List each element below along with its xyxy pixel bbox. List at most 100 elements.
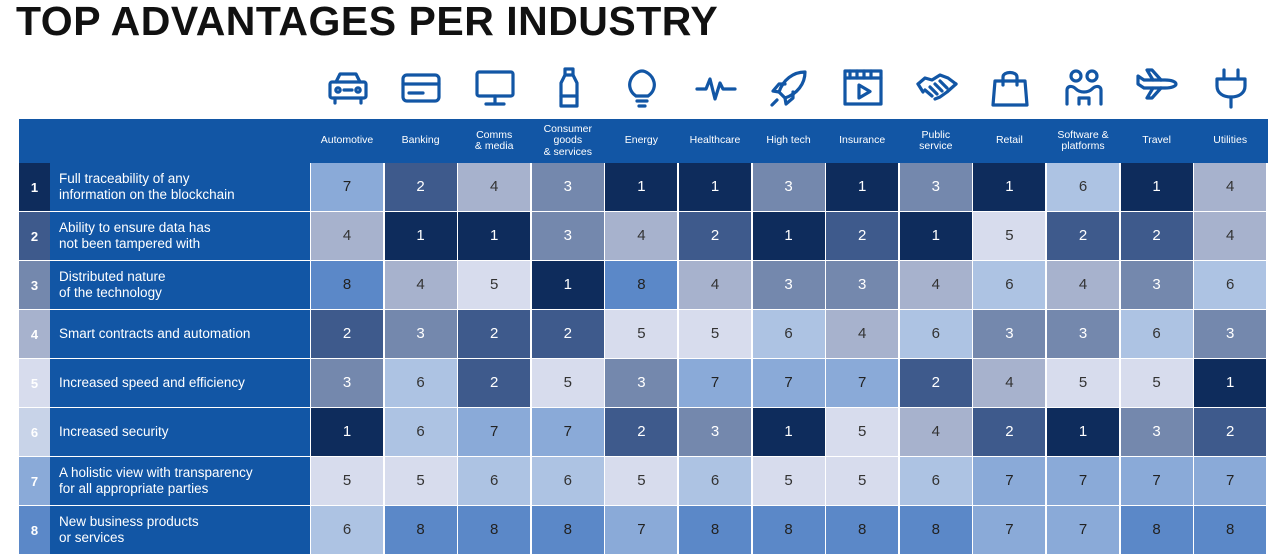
heatmap-cell: 3 (1120, 261, 1193, 309)
heatmap-cell: 4 (826, 310, 899, 358)
heatmap-cell: 3 (899, 163, 972, 211)
heatmap-cell: 1 (1047, 408, 1119, 456)
heatmap-cell: 3 (973, 310, 1046, 358)
heatmap-cell: 2 (679, 212, 751, 260)
heatmap-cell: 1 (458, 212, 531, 260)
heatmap-cell: 2 (1194, 408, 1267, 456)
row-rank-4: 4 (19, 310, 50, 358)
rocket-icon (770, 70, 807, 107)
heatmap-cell: 6 (531, 457, 604, 505)
heatmap-cell: 1 (826, 163, 899, 211)
heatmap-cell: 7 (458, 408, 531, 456)
column-header-12: Utilities (1213, 134, 1248, 147)
heatmap-cell: 3 (1194, 310, 1267, 358)
heatmap-cell: 4 (458, 163, 531, 211)
column-header-0: Automotive (320, 134, 374, 147)
heatmap-cell: 2 (1047, 212, 1119, 260)
heatmap-cell: 5 (1120, 359, 1193, 407)
heatmap-cell: 7 (531, 408, 604, 456)
row-label: Smart contracts and automation (50, 310, 310, 358)
lightbulb-icon (628, 69, 657, 108)
heatmap-cell: 2 (899, 359, 972, 407)
heatmap-cell: 1 (605, 163, 678, 211)
heatmap-cell: 6 (1047, 163, 1119, 211)
heatmap-cell: 4 (311, 212, 383, 260)
heatmap-cell: 7 (1194, 457, 1267, 505)
heatmap-table: Automotive Banking Comms & media Consumer g… (19, 119, 1268, 554)
heatmap-cell: 5 (826, 408, 899, 456)
heatmap-cell: 4 (1194, 212, 1267, 260)
heatmap-cell: 6 (1120, 310, 1193, 358)
column-header-1: Banking (401, 134, 440, 147)
heatmap-cell: 8 (1194, 506, 1267, 554)
heatmap-cell: 8 (899, 506, 972, 554)
row-rank-8: 8 (19, 506, 50, 554)
heatmap-cell: 6 (458, 457, 531, 505)
heatmap-cell: 6 (1194, 261, 1267, 309)
heatmap-cell: 6 (899, 457, 972, 505)
heatmap-cell: 7 (311, 163, 383, 211)
heatmap-cell: 2 (458, 359, 531, 407)
heatmap-cell: 6 (679, 457, 751, 505)
car-icon (328, 72, 368, 105)
heatmap-cell: 8 (384, 506, 457, 554)
row-rank-5: 5 (19, 359, 50, 407)
heartbeat-icon (695, 77, 737, 101)
heatmap-cell: 8 (826, 506, 899, 554)
heatmap-cell: 6 (899, 310, 972, 358)
page-title: TOP ADVANTAGES PER INDUSTRY (16, 0, 719, 44)
column-header-7: Insurance (839, 134, 886, 147)
heatmap-cell: 7 (1047, 506, 1119, 554)
heatmap-cell: 5 (679, 310, 751, 358)
monitor-icon (475, 70, 515, 106)
column-header-3: Consumer goods & services (543, 122, 593, 158)
heatmap-cell: 4 (899, 261, 972, 309)
heatmap-cell: 7 (1047, 457, 1119, 505)
row-label: Increased security (50, 408, 310, 456)
heatmap-cell: 3 (1047, 310, 1119, 358)
heatmap-cell: 7 (679, 359, 751, 407)
heatmap-cell: 8 (311, 261, 383, 309)
power-plug-icon (1215, 68, 1247, 109)
airplane-icon (1136, 68, 1178, 100)
heatmap-cell: 5 (826, 457, 899, 505)
heatmap-cell: 7 (973, 457, 1046, 505)
heatmap-cell: 5 (973, 212, 1046, 260)
heatmap-cell: 6 (384, 359, 457, 407)
column-header-6: High tech (766, 134, 811, 147)
row-rank-7: 7 (19, 457, 50, 505)
bottle-icon (558, 67, 579, 108)
video-player-icon (843, 69, 883, 106)
heatmap-cell: 5 (531, 359, 604, 407)
heatmap-cell: 2 (458, 310, 531, 358)
credit-card-icon (401, 73, 441, 103)
heatmap-cell: 2 (826, 212, 899, 260)
row-rank-6: 6 (19, 408, 50, 456)
heatmap-cell: 1 (311, 408, 383, 456)
row-label: Distributed nature of the technology (50, 261, 310, 309)
heatmap-cell: 1 (384, 212, 457, 260)
heatmap-cell: 8 (752, 506, 825, 554)
row-rank-3: 3 (19, 261, 50, 309)
heatmap-cell: 2 (384, 163, 457, 211)
heatmap-cell: 2 (605, 408, 678, 456)
heatmap-cell: 6 (311, 506, 383, 554)
heatmap-cell: 8 (679, 506, 751, 554)
heatmap-cell: 3 (531, 163, 604, 211)
heatmap-cell: 8 (1120, 506, 1193, 554)
heatmap-cell: 5 (1047, 359, 1119, 407)
heatmap-cell: 7 (973, 506, 1046, 554)
heatmap-cell: 3 (605, 359, 678, 407)
heatmap-cell: 1 (1120, 163, 1193, 211)
heatmap-cell: 8 (605, 261, 678, 309)
row-label: Increased speed and efficiency (50, 359, 310, 407)
row-label: Ability to ensure data has not been tamp… (50, 212, 310, 260)
heatmap-cell: 4 (973, 359, 1046, 407)
row-rank-2: 2 (19, 212, 50, 260)
column-header-8: Public service (919, 128, 953, 152)
heatmap-cell: 6 (752, 310, 825, 358)
heatmap-cell: 4 (899, 408, 972, 456)
heatmap-cell: 7 (752, 359, 825, 407)
heatmap-cell: 3 (1120, 408, 1193, 456)
heatmap-cell: 5 (752, 457, 825, 505)
